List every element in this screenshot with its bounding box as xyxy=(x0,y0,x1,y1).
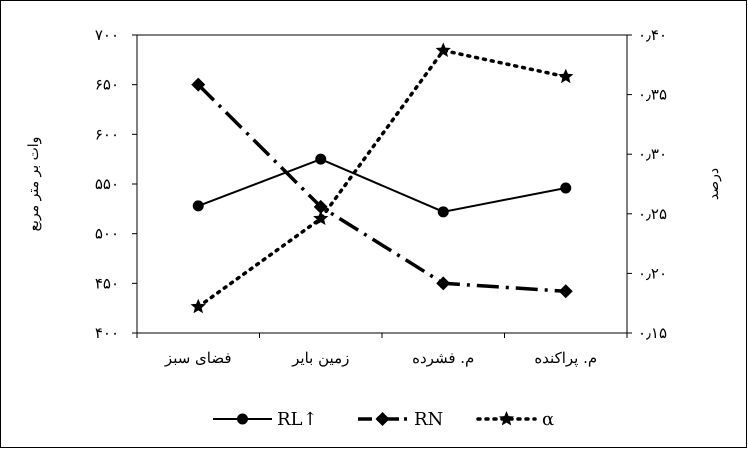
series-point-diamond xyxy=(436,276,451,291)
left-tick-label: ۶۰۰ xyxy=(95,125,119,143)
series-point-star xyxy=(190,298,206,314)
legend-marker-star xyxy=(498,411,515,426)
left-axis-label: وات بر متر مربع xyxy=(26,137,42,232)
series-point-star xyxy=(558,68,574,84)
x-category-label: فضای سبز xyxy=(164,349,232,367)
series-point-circle xyxy=(192,200,204,212)
legend-marker-circle xyxy=(237,413,248,425)
x-axis: فضای سبز زمین بایر م. فشرده م. پراکنده xyxy=(136,333,628,367)
legend-marker-diamond xyxy=(375,412,390,426)
legend: RL↑ RN α xyxy=(213,409,554,430)
series-point-diamond xyxy=(558,284,573,299)
left-tick-label: ۴۵۰ xyxy=(95,274,119,292)
left-tick-label: ۴۰۰ xyxy=(95,324,119,342)
right-tick-label: ۰٫۲۰ xyxy=(638,264,667,282)
right-tick-label: ۰٫۴۰ xyxy=(638,26,667,44)
series-point-circle xyxy=(315,153,327,165)
x-category-label: م. فشرده xyxy=(412,349,474,367)
series-line-diamond xyxy=(197,83,566,294)
x-category-label: م. پراکنده xyxy=(534,349,597,367)
series-point-star xyxy=(435,42,451,57)
x-category-label: زمین بایر xyxy=(291,349,349,367)
right-tick-label: ۰٫۲۵ xyxy=(638,205,667,223)
series-point-diamond xyxy=(191,77,206,92)
series-line-circle xyxy=(197,158,566,213)
left-tick-label: ۶۵۰ xyxy=(95,76,119,94)
series-layer xyxy=(190,42,574,314)
series-point-star xyxy=(313,210,329,225)
left-tick-label: ۵۵۰ xyxy=(95,175,119,193)
series-point-circle xyxy=(437,206,449,218)
series-point-diamond xyxy=(313,199,328,214)
left-tick-label: ۷۰۰ xyxy=(95,26,119,44)
series-point-circle xyxy=(560,182,572,194)
legend-label: RL↑ xyxy=(277,409,318,430)
series-line-star xyxy=(196,48,568,309)
right-axis: ۰٫۱۵ ۰٫۲۰ ۰٫۲۵ ۰٫۳۰ ۰٫۳۵ ۰٫۴۰ xyxy=(627,26,667,342)
right-tick-label: ۰٫۳۵ xyxy=(638,86,667,104)
left-axis: ۴۰۰ ۴۵۰ ۵۰۰ ۵۵۰ ۶۰۰ ۶۵۰ ۷۰۰ xyxy=(95,26,137,342)
right-tick-label: ۰٫۱۵ xyxy=(638,324,667,342)
legend-label: RN xyxy=(414,409,443,430)
left-tick-label: ۵۰۰ xyxy=(95,225,119,243)
right-axis-label: درصد xyxy=(706,168,722,200)
right-tick-label: ۰٫۳۰ xyxy=(638,145,667,163)
legend-label: α xyxy=(542,409,554,430)
